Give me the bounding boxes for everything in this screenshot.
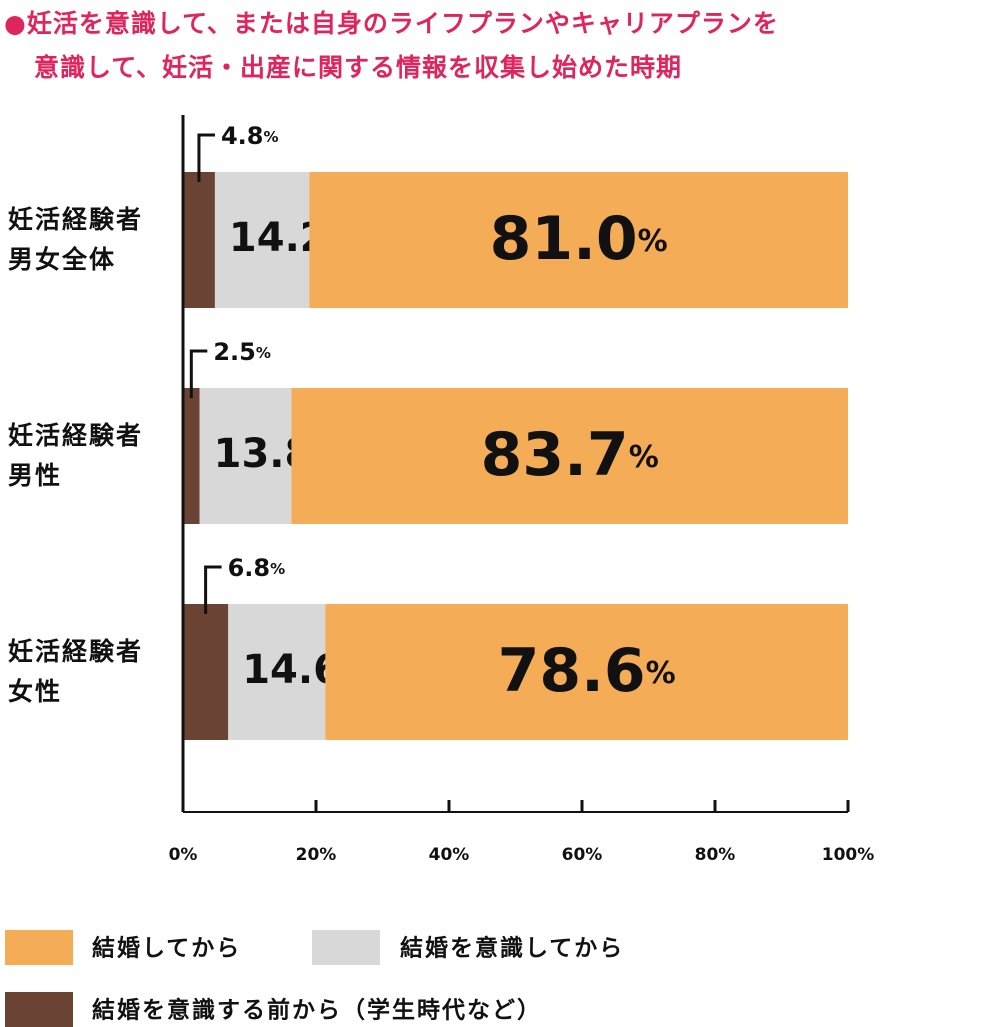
- bar-segment: [309, 172, 849, 308]
- value-label: 4.8%: [221, 122, 279, 150]
- legend-label: 結婚を意識する前から（学生時代など）: [92, 997, 542, 1024]
- bar-segment: [183, 172, 215, 308]
- legend-swatch: [312, 930, 380, 965]
- category-label: 妊活経験者 女性: [8, 637, 144, 706]
- bar-segment: [325, 604, 848, 740]
- x-tick-label: 40%: [429, 845, 470, 865]
- bar-segment: [183, 604, 229, 740]
- chart-title: ●妊活を意識して、または自身のライフプランやキャリアプランを 意識して、妊活・出…: [4, 9, 779, 82]
- x-tick-label: 20%: [296, 845, 337, 865]
- legend-label: 結婚してから: [92, 935, 241, 962]
- leader-line: [197, 133, 215, 182]
- legend-label: 結婚を意識してから: [400, 935, 624, 962]
- value-label: 81.0%: [490, 204, 668, 274]
- value-label: 83.7%: [481, 420, 659, 490]
- bar-segment: [228, 604, 326, 740]
- category-label: 妊活経験者 男女全体: [8, 205, 144, 274]
- x-tick-label: 100%: [822, 845, 875, 865]
- leader-line: [204, 565, 222, 614]
- category-label: 妊活経験者 男性: [8, 421, 144, 490]
- bar-segment: [183, 388, 200, 524]
- leader-line: [189, 349, 208, 398]
- x-tick-label: 60%: [562, 845, 603, 865]
- legend-swatch: [5, 930, 73, 965]
- bar-segment: [214, 172, 310, 308]
- bar-segment: [291, 388, 848, 524]
- value-label: 6.8%: [228, 554, 286, 582]
- value-label: 78.6%: [498, 636, 676, 706]
- value-label: 2.5%: [213, 338, 271, 366]
- x-tick-label: 0%: [169, 845, 198, 865]
- bar-segment: [199, 388, 292, 524]
- legend-swatch: [5, 992, 73, 1027]
- x-tick-label: 80%: [695, 845, 736, 865]
